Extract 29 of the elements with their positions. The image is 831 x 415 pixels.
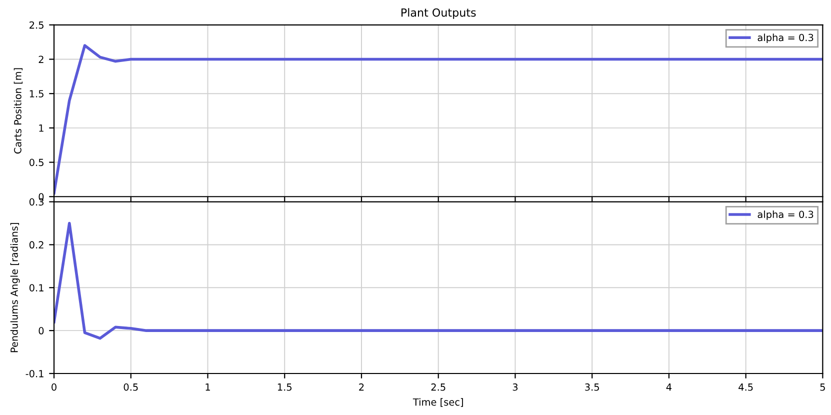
line-series — [54, 222, 823, 340]
x-tick-label: 0 — [52, 383, 56, 391]
chart-title: Plant Outputs — [401, 8, 476, 19]
y-tick-label: 1 — [39, 124, 44, 132]
x-tick-label: 4 — [666, 384, 672, 391]
x-tick-label: 2 — [359, 383, 364, 391]
x-tick-label: 1 — [206, 384, 210, 391]
y-tick-label: 0.2 — [29, 241, 44, 249]
y-tick-label: 1.5 — [30, 90, 44, 98]
x-tick-label: 0.5 — [124, 383, 138, 391]
y-tick-label: 0 — [38, 327, 44, 334]
x-tick-label: 3.5 — [585, 383, 599, 391]
x-tick-label: 3 — [512, 383, 518, 391]
x-tick-label: 5 — [820, 384, 825, 391]
y-tick-label: -0.1 — [26, 370, 44, 378]
y-tick-label: 0 — [38, 193, 44, 200]
y-tick-label: 0.3 — [29, 198, 44, 206]
y-tick-label: 2 — [38, 56, 44, 63]
x-axis-title: Time [sec] — [412, 398, 463, 407]
legend-label: alpha = 0.3 — [758, 210, 814, 220]
y-axis-title: Pendulums Angle [radians] — [10, 223, 20, 352]
x-tick-label: 2.5 — [431, 383, 446, 391]
y-tick-label: 0.5 — [29, 158, 44, 166]
x-tick-label: 1.5 — [278, 384, 292, 391]
y-tick-label: 2.5 — [30, 21, 44, 29]
legend-label: alpha = 0.3 — [758, 34, 814, 44]
x-tick-label: 4.5 — [738, 384, 753, 391]
y-axis-title: Carts Position [m] — [14, 68, 23, 154]
y-tick-label: 0.1 — [29, 284, 44, 292]
